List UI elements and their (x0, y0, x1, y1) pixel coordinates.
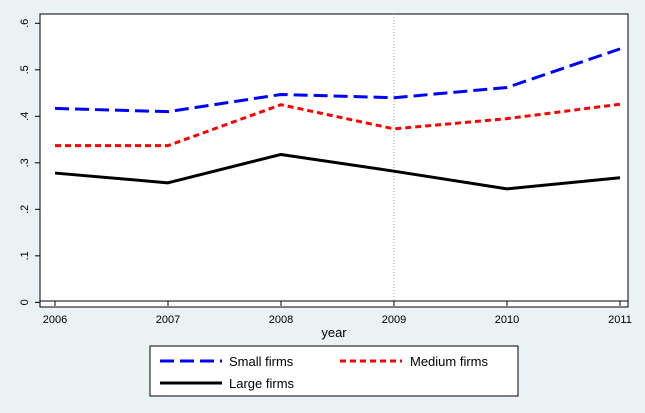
y-tick-label: .6 (19, 19, 31, 28)
series-line-small-firms (54, 47, 621, 114)
plot-area (39, 13, 629, 308)
legend-label-large-firms: Large firms (229, 376, 295, 391)
x-tick-label: 2007 (156, 314, 180, 326)
y-tick-label: .3 (19, 158, 31, 167)
series-line-medium-firms (55, 102, 621, 148)
y-tick-label: .1 (19, 251, 31, 260)
x-tick-label: 2009 (382, 314, 406, 326)
series-line-large-firms (54, 152, 621, 191)
x-tick-label: 2008 (269, 314, 293, 326)
y-tick-label: .5 (19, 65, 31, 74)
series-lines (54, 47, 621, 191)
legend: Small firms Medium firms Large firms (149, 345, 519, 397)
x-tick-label: 2006 (43, 314, 67, 326)
legend-label-medium-firms: Medium firms (410, 354, 489, 369)
y-ticks: 0 .1 .2 .3 .4 .5 .6 (19, 19, 40, 305)
x-axis-title: year (321, 325, 347, 340)
legend-label-small-firms: Small firms (229, 354, 294, 369)
y-tick-label: .4 (19, 112, 31, 121)
x-ticks: 2006 2007 2008 2009 2010 2011 (43, 301, 632, 326)
x-tick-label: 2010 (495, 314, 519, 326)
legend-box (149, 345, 519, 397)
y-tick-label: 0 (19, 299, 31, 305)
x-tick-label: 2011 (608, 314, 632, 326)
y-tick-label: .2 (19, 205, 31, 214)
